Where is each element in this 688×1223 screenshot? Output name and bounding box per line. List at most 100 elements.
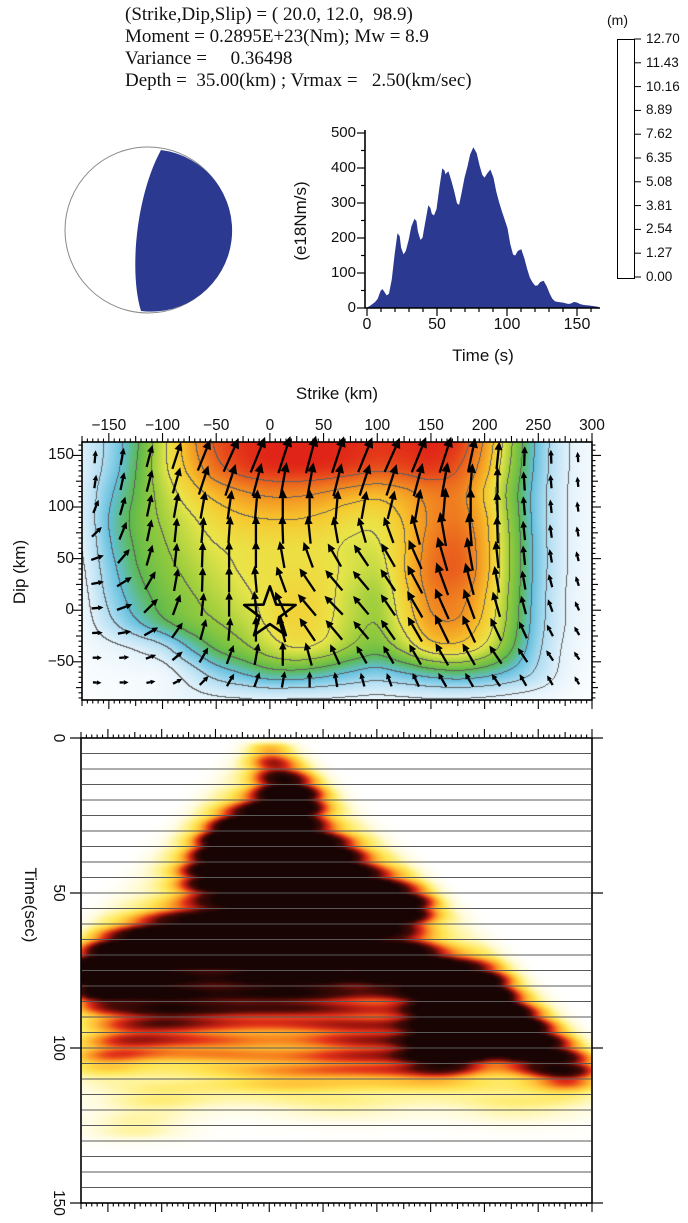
slip-arrow-head [199,592,207,601]
slip-arrow-head [493,467,502,476]
slip-arrow-head [305,489,314,499]
slip-xtick: −150 [91,417,127,434]
slip-arrow-head [97,554,104,560]
slip-arrow-head [408,539,417,551]
slip-arrow-head [124,577,132,584]
slip-arrow-head [573,651,579,658]
slip-xtick: 200 [471,417,498,434]
slip-arrow-head [443,436,453,449]
slip-arrow-head [150,654,157,660]
slip-arrow-head [176,678,183,684]
slip-arrow-head [574,676,579,682]
slip-arrow-head [575,526,580,532]
slip-arrow-head [518,621,525,629]
slip-arrow-head [547,574,553,581]
slip-arrow-head [120,496,127,505]
slip-arrow-head [172,517,181,526]
slip-arrow-head [253,643,261,652]
slip-arrow-head [547,549,554,556]
slip-arrow-head [380,594,389,604]
slip-arrow-head [151,627,159,634]
rupture-ytick: 50 [50,884,67,902]
slip-arrow-head [575,451,581,458]
moment-rate-xtick: 0 [362,316,372,333]
slip-arrow-head [198,541,207,551]
slip-arrow-head [335,436,346,448]
slip-arrow-head [92,474,99,481]
slip-arrow-head [119,447,126,455]
slip-arrow-head [200,619,208,627]
slip-arrow-head [363,437,374,449]
slip-arrow-head [299,568,308,578]
header-variance: Variance = 0.36498 [125,48,293,69]
slip-arrow-head [299,617,308,628]
slip-arrow-head [327,543,336,553]
slip-arrow-head [297,594,307,604]
slip-arrow-head [388,490,397,501]
colorbar-tick-label: 2.54 [646,221,673,237]
slip-arrow-head [380,569,389,579]
slip-arrow-head [435,562,444,574]
slip-arrow-head [199,516,207,526]
colorbar-tick-label: 3.81 [646,197,673,213]
slip-arrow-head [409,644,417,653]
slip-arrow-head [282,436,292,448]
slip-arrow-head [330,516,339,526]
slip-arrow-head [306,671,313,678]
slip-arrow-head [407,565,416,576]
slip-arrow-head [575,501,581,507]
slip-arrow-head [277,541,286,550]
slip-arrow-head [330,644,337,653]
slip-arrow-head [125,603,133,610]
slip-arrow-head [92,450,98,457]
slip-arrow-head [174,467,182,477]
slip-arrow-head [462,588,471,600]
slip-xtick: −50 [203,417,230,434]
slip-arrow-head [274,591,283,602]
slip-arrow-head [97,605,104,611]
slip-arrow-head [548,474,554,481]
slip-arrow-head [463,562,473,574]
header-depth-vrmax: Depth = 35.00(km) ; Vrmax = 2.50(km/sec) [125,70,472,91]
slip-arrow-head [494,441,503,451]
slip-xtick: 150 [418,417,444,434]
slip-arrow-head [547,524,554,531]
slip-arrow-head [386,673,392,680]
beachball-compression-quadrant [135,150,233,312]
slip-arrow-head [352,570,361,580]
slip-xtick: 0 [265,417,275,434]
slip-ytick: 150 [48,446,74,464]
slip-arrow-head [124,655,130,660]
slip-xtick: −100 [145,417,180,434]
slip-arrow-head [407,616,416,627]
slip-arrow-head [150,679,156,685]
slip-arrow-head [97,655,102,661]
slip-arrow-head [225,591,233,600]
slip-arrow-head [409,514,419,525]
slip-arrow-head [438,672,444,680]
slip-arrow-head [225,541,234,550]
slip-arrow-head [174,594,182,603]
slip-arrow-head [226,490,235,500]
slip-arrow-head [353,544,362,554]
slip-arrow-head [440,487,450,498]
slip-arrow-head [435,536,445,548]
slip-arrow-head [173,492,181,502]
slip-arrow-head [176,622,183,630]
slip-arrow-head [307,462,317,473]
slip-arrow-head [353,595,361,605]
colorbar-tick-label: 10.16 [646,78,680,94]
slip-arrow-head [333,489,342,500]
slip-arrow-head [465,672,471,680]
slip-arrow-head [280,462,290,473]
slip-arrow-head [173,568,181,577]
slip-arrow-head [415,463,425,474]
slip-arrow-head [520,520,527,528]
slip-ytick: 100 [48,498,74,516]
slip-arrow-head [362,464,372,475]
slip-xtick: 300 [579,417,605,434]
slip-xtick: 250 [525,417,552,434]
slip-arrow-head [519,595,526,604]
